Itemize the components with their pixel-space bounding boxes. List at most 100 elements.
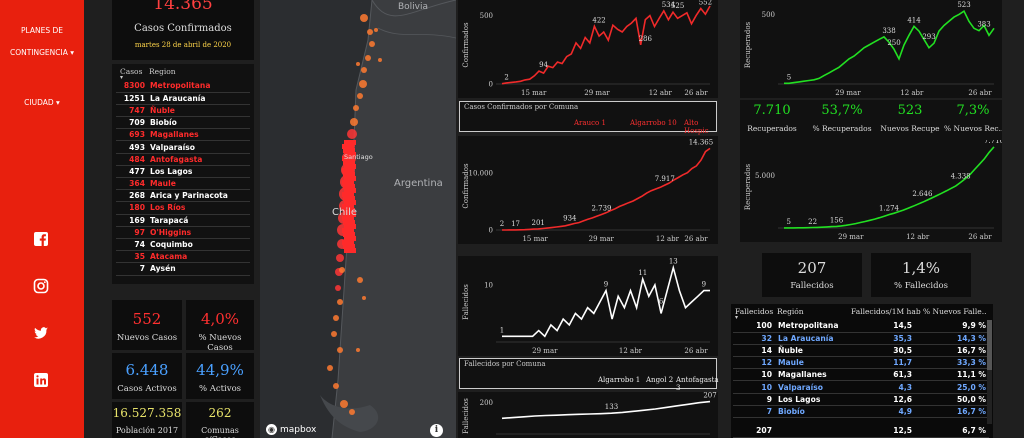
case-bubble[interactable] bbox=[343, 148, 355, 153]
case-bubble[interactable] bbox=[342, 192, 354, 197]
case-bubble[interactable] bbox=[357, 277, 363, 283]
case-bubble[interactable] bbox=[344, 188, 356, 193]
case-bubble[interactable] bbox=[359, 80, 367, 88]
deaths-row[interactable]: 32 La Araucanía 35,3 14,3 % bbox=[733, 332, 989, 345]
deaths-row[interactable]: 9 Los Lagos 12,6 50,0 % bbox=[733, 393, 989, 406]
deaths-item-1[interactable]: Algarrobo 1 bbox=[598, 376, 641, 384]
region-row[interactable]: 8300 Metropolitana bbox=[116, 80, 250, 93]
case-bubble[interactable] bbox=[342, 168, 354, 173]
case-bubble[interactable] bbox=[342, 228, 354, 233]
case-bubble[interactable] bbox=[335, 285, 341, 291]
case-bubble[interactable] bbox=[349, 409, 355, 415]
case-bubble[interactable] bbox=[343, 232, 355, 237]
region-row[interactable]: 1251 La Araucanía bbox=[116, 92, 250, 105]
case-bubble[interactable] bbox=[333, 383, 339, 389]
map-view[interactable]: Bolivia Argentina Chile Santiago ◉ mapbo… bbox=[260, 0, 456, 438]
deaths-row[interactable]: 7 Biobío 4,9 16,7 % bbox=[733, 405, 989, 419]
case-bubble[interactable] bbox=[343, 172, 355, 177]
region-row[interactable]: 477 Los Lagos bbox=[116, 165, 250, 179]
deaths-row[interactable]: 14 Ñuble 30,5 16,7 % bbox=[733, 344, 989, 358]
dt-header-per-million[interactable]: Fallecidos/1M hab bbox=[851, 307, 921, 316]
case-bubble[interactable] bbox=[356, 62, 360, 66]
case-bubble[interactable] bbox=[331, 331, 337, 337]
region-row[interactable]: 747 Ñuble bbox=[116, 104, 250, 118]
facebook-icon[interactable] bbox=[33, 231, 49, 247]
case-bubble[interactable] bbox=[342, 180, 354, 185]
case-bubble[interactable] bbox=[365, 55, 371, 61]
case-bubble[interactable] bbox=[353, 105, 359, 111]
case-bubble[interactable] bbox=[344, 212, 356, 217]
map-info-icon[interactable]: i bbox=[430, 424, 443, 437]
case-bubble[interactable] bbox=[337, 347, 343, 353]
region-row[interactable]: 35 Atacama bbox=[116, 250, 250, 264]
case-bubble[interactable] bbox=[344, 248, 356, 253]
case-bubble[interactable] bbox=[343, 244, 355, 249]
region-row[interactable]: 7 Aysén bbox=[116, 262, 250, 276]
region-row[interactable]: 97 O'Higgins bbox=[116, 226, 250, 239]
dt-header-new-pct[interactable]: % Nuevos Falle... bbox=[923, 307, 987, 316]
comuna-item-3[interactable]: Alto Hospic bbox=[684, 119, 709, 135]
instagram-icon[interactable] bbox=[33, 278, 49, 294]
case-bubble[interactable] bbox=[327, 365, 333, 371]
case-bubble[interactable] bbox=[374, 28, 378, 32]
region-row[interactable]: 693 Magallanes bbox=[116, 128, 250, 142]
case-bubble[interactable] bbox=[342, 240, 354, 245]
case-bubble[interactable] bbox=[344, 176, 356, 181]
nav-ciudad[interactable]: CIUDAD ▾ bbox=[0, 96, 84, 109]
case-bubble[interactable] bbox=[343, 196, 355, 201]
case-bubble[interactable] bbox=[361, 67, 367, 73]
case-bubble[interactable] bbox=[344, 200, 356, 205]
deaths-item-2[interactable]: Angol 2 bbox=[646, 376, 674, 384]
deaths-row[interactable]: 10 Magallanes 61,3 11,1 % bbox=[733, 368, 989, 382]
table-scrollbar[interactable] bbox=[987, 320, 992, 424]
case-bubble[interactable] bbox=[350, 118, 358, 126]
case-bubble[interactable] bbox=[333, 315, 339, 321]
region-row[interactable]: 169 Tarapacá bbox=[116, 214, 250, 227]
region-row[interactable]: 74 Coquimbo bbox=[116, 238, 250, 252]
case-bubble[interactable] bbox=[343, 160, 355, 165]
case-bubble[interactable] bbox=[343, 220, 355, 225]
case-bubble[interactable] bbox=[337, 299, 343, 305]
comuna-item-2[interactable]: Algarrobo 10 bbox=[630, 119, 677, 127]
twitter-icon[interactable] bbox=[33, 325, 49, 341]
deaths-row[interactable]: 100 Metropolitana 14,5 9,9 % bbox=[733, 320, 989, 333]
case-bubble[interactable] bbox=[378, 58, 382, 62]
col-header-casos[interactable]: Casos bbox=[120, 67, 143, 76]
linkedin-icon[interactable] bbox=[33, 372, 49, 388]
case-bubble[interactable] bbox=[342, 204, 354, 209]
case-bubble[interactable] bbox=[362, 296, 366, 300]
case-bubble[interactable] bbox=[342, 216, 354, 221]
case-bubble[interactable] bbox=[356, 348, 360, 352]
case-bubble[interactable] bbox=[347, 129, 357, 139]
case-bubble[interactable] bbox=[360, 14, 368, 22]
region-row[interactable]: 709 Biobío bbox=[116, 116, 250, 130]
region-row[interactable]: 268 Arica y Parinacota bbox=[116, 189, 250, 203]
map-canvas[interactable] bbox=[260, 0, 456, 438]
case-bubble[interactable] bbox=[367, 29, 373, 35]
region-row[interactable]: 484 Antofagasta bbox=[116, 153, 250, 166]
case-bubble[interactable] bbox=[344, 140, 356, 145]
dt-header-fallecidos[interactable]: Fallecidos bbox=[735, 307, 774, 316]
region-row[interactable]: 493 Valparaíso bbox=[116, 140, 250, 154]
deaths-row[interactable]: 12 Maule 11,7 33,3 % bbox=[733, 356, 989, 370]
region-row[interactable]: 180 Los Ríos bbox=[116, 201, 250, 215]
mapbox-logo[interactable]: ◉ mapbox bbox=[266, 424, 316, 435]
deaths-item-3[interactable]: Antofagasta 3 bbox=[676, 376, 719, 392]
case-bubble[interactable] bbox=[344, 236, 356, 241]
case-bubble[interactable] bbox=[344, 164, 356, 169]
case-bubble[interactable] bbox=[336, 254, 344, 262]
deaths-row[interactable]: 10 Valparaíso 4,3 25,0 % bbox=[733, 380, 989, 394]
case-bubble[interactable] bbox=[343, 184, 355, 189]
case-bubble[interactable] bbox=[339, 267, 345, 273]
case-bubble[interactable] bbox=[344, 152, 356, 157]
case-bubble[interactable] bbox=[369, 41, 375, 47]
case-bubble[interactable] bbox=[344, 224, 356, 229]
nav-planes-contingencia[interactable]: PLANES DE CONTINGENCIA ▾ bbox=[0, 24, 84, 59]
case-bubble[interactable] bbox=[340, 400, 348, 408]
case-bubble[interactable] bbox=[342, 156, 354, 161]
region-row[interactable]: 364 Maule bbox=[116, 177, 250, 191]
case-bubble[interactable] bbox=[343, 208, 355, 213]
dt-header-region[interactable]: Región bbox=[777, 307, 804, 316]
comuna-item-1[interactable]: Arauco 1 bbox=[574, 119, 606, 127]
case-bubble[interactable] bbox=[342, 144, 354, 149]
